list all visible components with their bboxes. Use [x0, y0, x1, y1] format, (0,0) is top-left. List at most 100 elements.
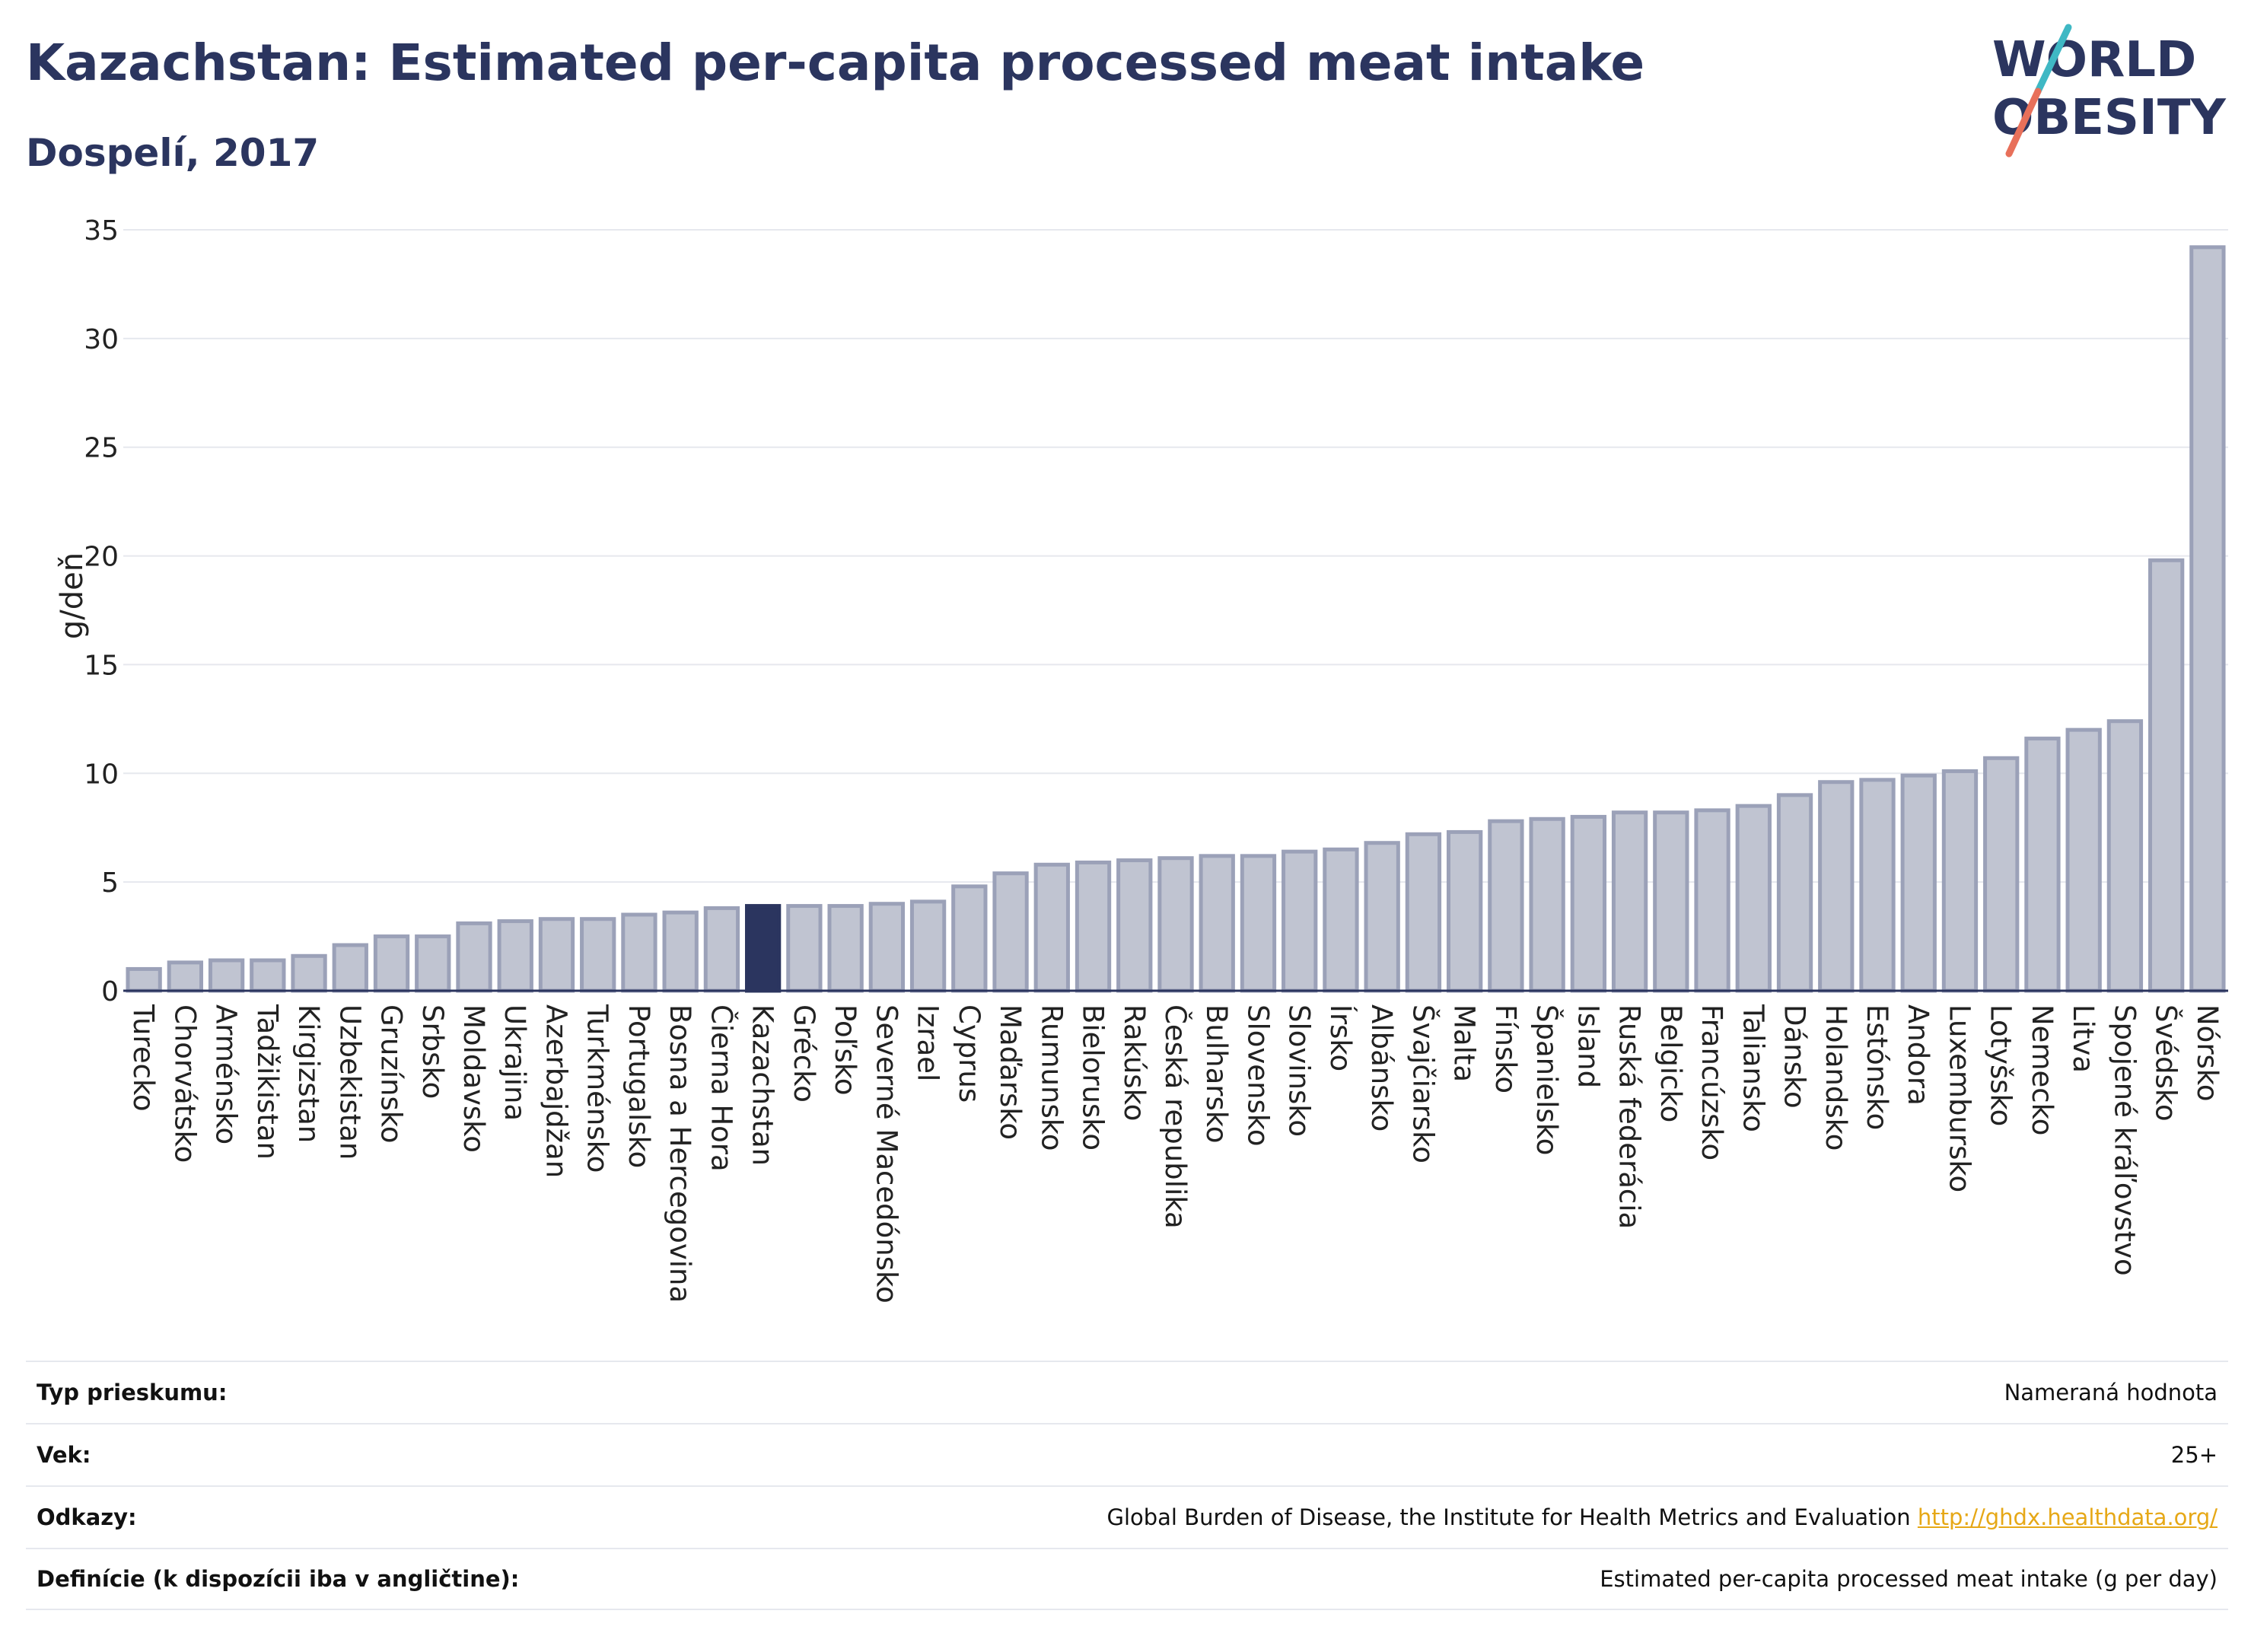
x-tick-label: Moldavsko [457, 1004, 490, 1153]
logo-slash-bottom [2005, 88, 2042, 158]
x-tick-label: Rumunsko [1035, 1004, 1068, 1151]
x-tick-label: Turecko [127, 1004, 160, 1112]
x-tick-label: Spojené kráľovstvo [2108, 1004, 2141, 1276]
bar [1570, 814, 1607, 993]
bar [1900, 773, 1937, 993]
bar [992, 871, 1029, 993]
x-tick-label: Taliansko [1737, 1004, 1769, 1132]
x-tick-label: Luxembursko [1943, 1004, 1976, 1192]
bar [786, 904, 823, 993]
bar [208, 958, 245, 993]
x-tick-label: Írsko [1324, 1004, 1358, 1071]
bar [909, 899, 947, 993]
bar [2106, 719, 2144, 993]
y-tick-label: 5 [101, 867, 119, 899]
x-tick-label: Maďarsko [994, 1004, 1027, 1140]
logo-line-1: WORLD [1992, 32, 2196, 88]
x-tick-label: Holandsko [1820, 1004, 1852, 1151]
x-tick-label: Slovinsko [1283, 1004, 1316, 1137]
x-tick-label: Dánsko [1778, 1004, 1811, 1109]
bar [497, 919, 533, 993]
bar [1199, 854, 1235, 993]
x-tick-label: Turkménsko [581, 1004, 614, 1173]
x-tick-label: Ukrajina [498, 1004, 531, 1121]
highlighted-bar [744, 904, 782, 993]
meta-value: Nameraná hodnota [2004, 1380, 2218, 1405]
bar [1446, 829, 1483, 993]
x-tick-label: Island [1571, 1004, 1604, 1088]
bar [827, 904, 864, 993]
logo-slash-top [2034, 24, 2072, 95]
bar [1075, 860, 1112, 993]
meta-value: Global Burden of Disease, the Institute … [1106, 1504, 2218, 1530]
x-tick-label: Švédsko [2150, 1004, 2183, 1122]
reference-text: Global Burden of Disease, the Institute … [1106, 1504, 1911, 1530]
x-tick-label: Nórsko [2191, 1004, 2224, 1102]
bar [1859, 778, 1896, 993]
bar [1776, 793, 1813, 993]
bar [662, 910, 699, 993]
x-tick-label: Rakúsko [1118, 1004, 1151, 1121]
x-tick-label: Andora [1902, 1004, 1934, 1106]
bar [1611, 810, 1648, 993]
x-tick-label: Česká republika [1159, 1004, 1192, 1229]
x-tick-label: Srbsko [416, 1004, 449, 1099]
bar [703, 906, 740, 993]
bar [2024, 737, 2061, 993]
x-tick-label: Malta [1448, 1004, 1481, 1082]
bar [1694, 808, 1730, 993]
x-tick-label: Severné Macedónsko [870, 1004, 903, 1303]
x-tick-label: Slovensko [1241, 1004, 1274, 1147]
bar [1282, 849, 1318, 993]
x-tick-label: Uzbekistan [333, 1004, 366, 1160]
y-tick-label: 15 [84, 650, 119, 681]
bar [1941, 769, 1979, 993]
x-tick-label: Belgicko [1654, 1004, 1687, 1122]
bar [2189, 245, 2226, 993]
bar [1488, 819, 1524, 993]
meta-key: Typ prieskumu: [37, 1380, 228, 1405]
bar [1240, 854, 1277, 993]
x-tick-label: Estónsko [1861, 1004, 1893, 1130]
bar [2065, 727, 2102, 993]
bar [1116, 858, 1153, 993]
bar [415, 934, 451, 993]
bar [456, 921, 492, 993]
bar [291, 953, 327, 993]
y-tick-label: 35 [84, 215, 119, 247]
x-tick-label: Poľsko [829, 1004, 861, 1096]
meta-row-references: Odkazy: Global Burden of Disease, the In… [26, 1485, 2228, 1548]
bar [332, 943, 368, 993]
x-tick-label: Nemecko [2026, 1004, 2058, 1135]
meta-value: 25+ [2170, 1442, 2218, 1468]
bar [580, 917, 616, 993]
x-tick-label: Albánsko [1365, 1004, 1398, 1132]
reference-link[interactable]: http://ghdx.healthdata.org/ [1917, 1504, 2218, 1530]
bar [373, 934, 410, 993]
bar [167, 960, 204, 993]
bar [1364, 841, 1400, 993]
bar [126, 966, 162, 993]
bar [1735, 804, 1772, 993]
y-tick-label: 30 [84, 324, 119, 355]
x-tick-label: Bulharsko [1200, 1004, 1233, 1143]
bar [868, 902, 906, 993]
meta-key: Definície (k dispozícii iba v angličtine… [37, 1566, 520, 1592]
x-tick-label: Litva [2067, 1004, 2100, 1073]
x-tick-label: Izrael [912, 1004, 944, 1081]
bar [538, 917, 575, 993]
x-tick-label: Chorvátsko [168, 1004, 201, 1163]
bar [2148, 558, 2185, 993]
x-tick-label: Kirgizstan [292, 1004, 325, 1143]
x-tick-label: Lotyšsko [1985, 1004, 2017, 1126]
x-tick-label: Švajčiarsko [1406, 1004, 1440, 1163]
bar [1323, 847, 1359, 993]
bar [250, 958, 286, 993]
x-tick-label: Čierna Hora [705, 1004, 738, 1172]
meta-value: Estimated per-capita processed meat inta… [1600, 1566, 2218, 1592]
x-tick-label: Francúzsko [1695, 1004, 1728, 1160]
x-tick-label: Kazachstan [747, 1004, 779, 1166]
x-tick-label: Fínsko [1489, 1004, 1522, 1093]
bar [1405, 832, 1442, 993]
